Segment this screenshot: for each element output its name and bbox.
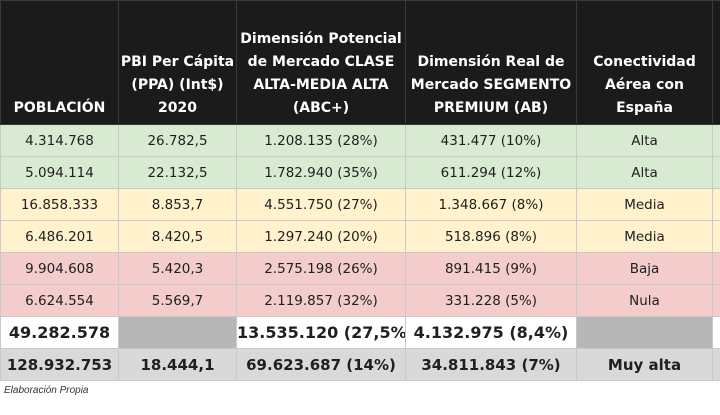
- cell-potencial: 1.782.940 (35%): [236, 156, 406, 189]
- cell-edge: [712, 124, 720, 157]
- table-row: 9.904.608 5.420,3 2.575.198 (26%) 891.415 (…: [0, 252, 720, 285]
- cell-potencial: 2.575.198 (26%): [236, 252, 406, 285]
- cell-conectividad: Nula: [576, 284, 713, 317]
- header-conectividad: Conectividad Aérea con España: [576, 0, 713, 125]
- cell-edge: [712, 220, 720, 253]
- caption: Elaboración Propia: [4, 385, 89, 396]
- table-row: 16.858.333 8.853,7 4.551.750 (27%) 1.348.66…: [0, 188, 720, 221]
- cell-pbi: 8.420,5: [118, 220, 237, 253]
- cell-conectividad: Alta: [576, 124, 713, 157]
- cell-pbi: 5.569,7: [118, 284, 237, 317]
- cell-real: 331.228 (5%): [405, 284, 577, 317]
- cell-pbi: 22.132,5: [118, 156, 237, 189]
- cell-pbi: [118, 316, 237, 349]
- cell-poblacion: 49.282.578: [0, 316, 119, 349]
- cell-real: 431.477 (10%): [405, 124, 577, 157]
- cell-edge: [712, 252, 720, 285]
- cell-conectividad: Media: [576, 220, 713, 253]
- cell-conectividad: Media: [576, 188, 713, 221]
- cell-poblacion: 6.486.201: [0, 220, 119, 253]
- header-potencial: Dimensión Potencial de Mercado CLASE ALT…: [236, 0, 406, 125]
- cell-poblacion: 128.932.753: [0, 348, 119, 381]
- header-real: Dimensión Real de Mercado SEGMENTO PREMI…: [405, 0, 577, 125]
- cell-real: 891.415 (9%): [405, 252, 577, 285]
- cell-poblacion: 5.094.114: [0, 156, 119, 189]
- header-row: POBLACIÓN PBI Per Cápita (PPA) (Int$) 20…: [0, 0, 720, 125]
- cell-conectividad: [576, 316, 713, 349]
- table-row: 4.314.768 26.782,5 1.208.135 (28%) 431.477 …: [0, 124, 720, 157]
- cell-edge: [712, 316, 720, 349]
- cell-poblacion: 4.314.768: [0, 124, 119, 157]
- table-row: 6.624.554 5.569,7 2.119.857 (32%) 331.228 (…: [0, 284, 720, 317]
- cell-pbi: 5.420,3: [118, 252, 237, 285]
- table-row: 5.094.114 22.132,5 1.782.940 (35%) 611.294 …: [0, 156, 720, 189]
- cell-real: 34.811.843 (7%): [405, 348, 577, 381]
- cell-edge: [712, 188, 720, 221]
- cell-conectividad: Muy alta: [576, 348, 713, 381]
- cell-edge: [712, 284, 720, 317]
- table-row: 49.282.578 13.535.120 (27,5%) 4.132.975 (8…: [0, 316, 720, 349]
- cell-pbi: 26.782,5: [118, 124, 237, 157]
- market-table: POBLACIÓN PBI Per Cápita (PPA) (Int$) 20…: [0, 0, 720, 381]
- cell-conectividad: Baja: [576, 252, 713, 285]
- cell-potencial: 4.551.750 (27%): [236, 188, 406, 221]
- cell-real: 4.132.975 (8,4%): [405, 316, 577, 349]
- cell-poblacion: 16.858.333: [0, 188, 119, 221]
- table-row: 128.932.753 18.444,1 69.623.687 (14%) 34.81…: [0, 348, 720, 381]
- header-edge: [712, 0, 720, 125]
- cell-potencial: 69.623.687 (14%): [236, 348, 406, 381]
- table-row: 6.486.201 8.420,5 1.297.240 (20%) 518.896 (…: [0, 220, 720, 253]
- header-poblacion: POBLACIÓN: [0, 0, 119, 125]
- cell-poblacion: 6.624.554: [0, 284, 119, 317]
- cell-real: 611.294 (12%): [405, 156, 577, 189]
- cell-pbi: 18.444,1: [118, 348, 237, 381]
- header-pbi: PBI Per Cápita (PPA) (Int$) 2020: [118, 0, 237, 125]
- cell-potencial: 1.208.135 (28%): [236, 124, 406, 157]
- cell-edge: [712, 348, 720, 381]
- cell-pbi: 8.853,7: [118, 188, 237, 221]
- cell-real: 1.348.667 (8%): [405, 188, 577, 221]
- cell-potencial: 2.119.857 (32%): [236, 284, 406, 317]
- cell-potencial: 1.297.240 (20%): [236, 220, 406, 253]
- cell-poblacion: 9.904.608: [0, 252, 119, 285]
- cell-edge: [712, 156, 720, 189]
- cell-potencial: 13.535.120 (27,5%): [236, 316, 406, 349]
- cell-conectividad: Alta: [576, 156, 713, 189]
- cell-real: 518.896 (8%): [405, 220, 577, 253]
